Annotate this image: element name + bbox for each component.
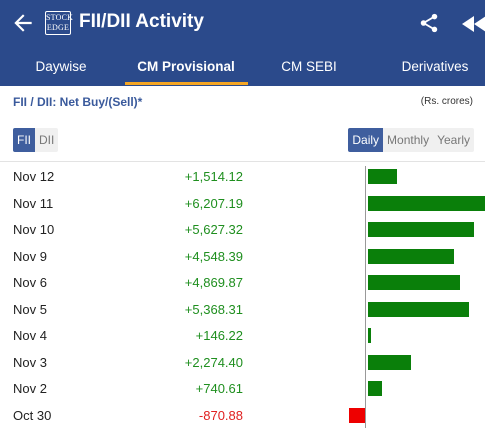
tab-cm-sebi[interactable]: CM SEBI [281,59,337,74]
row-date: Nov 3 [13,354,47,370]
row-date: Nov 4 [13,328,47,343]
row-value: +4,869.87 [184,275,243,290]
row-date: Nov 6 [13,275,47,290]
app-bar: STOCK EDGE FII/DII Activity [0,0,485,48]
row-date: Nov 12 [13,169,55,184]
entity-toggle: FII DII [13,128,59,152]
tab-bar: Daywise CM Provisional CM SEBI Derivativ… [0,48,485,86]
row-value: -870.88 [198,407,243,423]
row-value: +5,368.31 [184,301,243,317]
app-logo: STOCK EDGE [45,11,74,35]
share-icon[interactable] [418,12,440,34]
row-bar [368,275,460,290]
row-date: Nov 2 [13,381,47,396]
rewind-icon[interactable] [460,14,485,34]
row-date: Oct 30 [13,407,52,423]
divider [0,161,485,162]
bar-zero-axis [365,166,366,428]
row-bar [368,328,371,343]
toggle-daily[interactable]: Daily [348,128,384,152]
toggle-fii[interactable]: FII [13,128,35,152]
active-tab-indicator [125,82,248,85]
section-heading: FII / DII: Net Buy/(Sell)* [13,95,143,109]
row-value: +1,514.12 [184,169,243,184]
row-date: Nov 9 [13,248,47,264]
page-title: FII/DII Activity [79,11,204,32]
toggle-monthly[interactable]: Monthly [383,128,434,152]
row-value: +146.22 [195,328,243,343]
row-value: +740.61 [195,381,243,396]
table-row[interactable]: Nov 2 +740.61 [0,376,485,402]
table-row[interactable]: Nov 3 +2,274.40 [0,350,485,376]
row-bar [368,195,485,211]
tab-cm-provisional[interactable]: CM Provisional [137,59,235,74]
table-row[interactable]: Nov 11 +6,207.19 [0,191,485,217]
row-bar [368,301,469,317]
toggle-dii[interactable]: DII [35,128,59,152]
logo-text-bottom: EDGE [46,23,70,32]
row-bar [368,354,411,370]
table-row[interactable]: Nov 12 +1,514.12 [0,164,485,190]
table-row[interactable]: Oct 30 -870.88 [0,403,485,429]
table-row[interactable]: Nov 10 +5,627.32 [0,217,485,243]
row-value: +6,207.19 [184,195,243,211]
row-date: Nov 10 [13,222,55,237]
toggle-yearly[interactable]: Yearly [433,128,474,152]
row-bar [368,222,474,237]
table-row[interactable]: Nov 9 +4,548.39 [0,244,485,270]
row-bar [368,381,382,396]
row-value: +4,548.39 [184,248,243,264]
row-value: +2,274.40 [184,354,243,370]
tab-derivatives[interactable]: Derivatives [401,59,469,74]
table-row[interactable]: Nov 5 +5,368.31 [0,297,485,323]
row-bar [368,169,397,184]
units-label: (Rs. crores) [420,96,473,107]
row-date: Nov 5 [13,301,47,317]
row-value: +5,627.32 [184,222,243,237]
row-bar [368,248,454,264]
row-date: Nov 11 [13,195,54,211]
table-row[interactable]: Nov 6 +4,869.87 [0,270,485,296]
row-bar [349,407,365,423]
table-row[interactable]: Nov 4 +146.22 [0,323,485,349]
tab-daywise[interactable]: Daywise [35,59,87,74]
arrow-left-icon[interactable] [10,10,36,36]
period-toggle: Daily Monthly Yearly [348,128,474,152]
logo-text-top: STOCK [46,13,74,22]
